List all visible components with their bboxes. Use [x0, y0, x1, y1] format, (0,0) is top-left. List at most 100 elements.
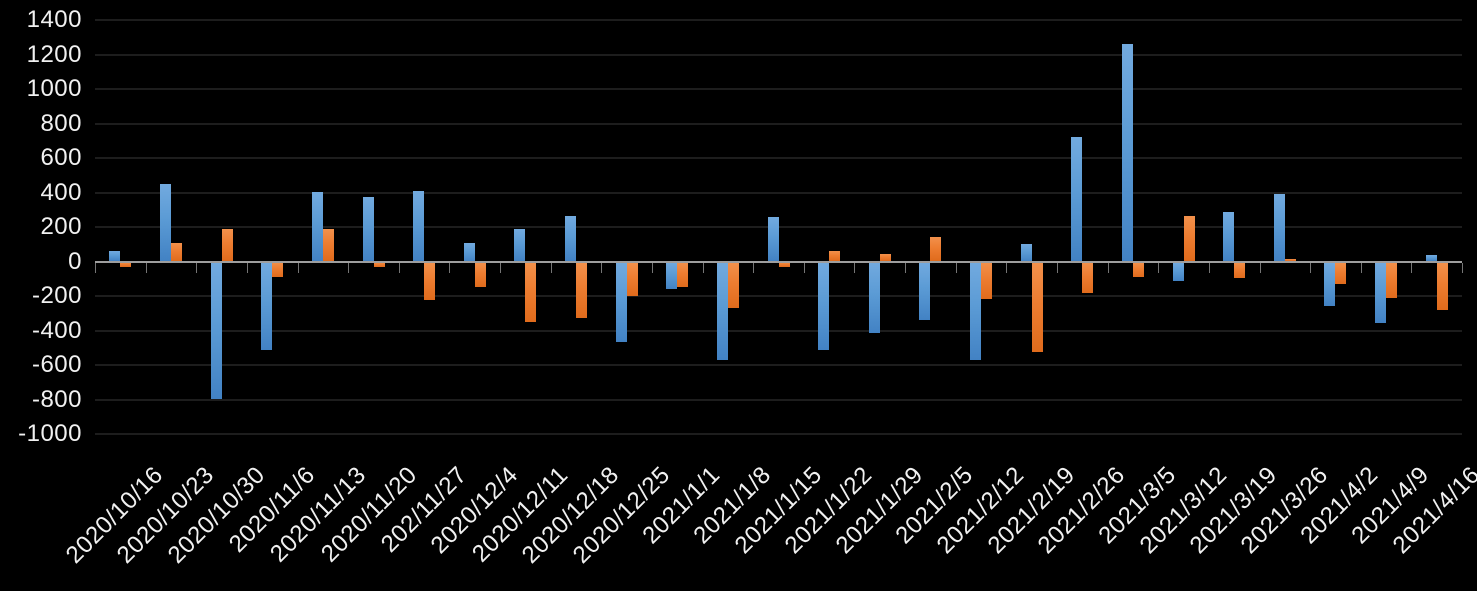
- axis-tick-mark: [601, 262, 603, 273]
- axis-tick-mark: [1310, 262, 1312, 273]
- bar-orange: [981, 261, 992, 299]
- axis-tick-mark: [1360, 262, 1362, 273]
- gridline: [95, 226, 1462, 228]
- axis-tick-mark: [702, 262, 704, 273]
- y-axis-label: -400: [31, 316, 82, 344]
- bar-orange: [626, 261, 638, 296]
- gridline: [95, 157, 1462, 159]
- axis-tick-mark: [500, 262, 501, 273]
- bar-orange: [727, 261, 739, 309]
- bar-blue: [1375, 261, 1387, 323]
- bar-orange: [1386, 261, 1398, 298]
- y-axis-label: -1000: [18, 420, 82, 447]
- bar-blue: [413, 190, 425, 262]
- axis-tick-mark: [905, 262, 907, 273]
- axis-tick-mark: [1158, 262, 1160, 273]
- axis-tick-mark: [803, 262, 805, 273]
- bar-orange: [930, 237, 942, 262]
- bar-blue: [818, 261, 830, 351]
- bar-orange: [322, 228, 334, 262]
- bar-blue: [1324, 261, 1336, 306]
- bar-blue: [210, 261, 222, 399]
- gridline: [95, 433, 1462, 435]
- bar-orange: [525, 261, 537, 322]
- bar-blue: [716, 261, 728, 360]
- bar-orange: [1436, 261, 1448, 310]
- axis-tick-mark: [1057, 262, 1058, 273]
- axis-tick-mark: [651, 262, 653, 273]
- axis-tick-mark: [449, 262, 451, 273]
- bar-orange: [1031, 261, 1043, 353]
- axis-tick-mark: [348, 262, 350, 273]
- bar-orange: [879, 253, 891, 262]
- gridline: [95, 88, 1462, 90]
- axis-tick-mark: [1259, 262, 1261, 273]
- bar-blue: [1425, 254, 1437, 262]
- y-axis-label: 0: [68, 247, 82, 275]
- bar-blue: [666, 261, 678, 290]
- bar-blue: [1273, 194, 1285, 262]
- y-axis-label: -200: [31, 282, 82, 309]
- bar-orange: [170, 243, 182, 262]
- bar-blue: [868, 261, 880, 334]
- bar-orange: [1132, 261, 1144, 277]
- y-axis-label: -600: [31, 351, 82, 378]
- bar-orange: [1183, 215, 1195, 262]
- bar-orange: [1335, 261, 1347, 284]
- axis-tick-mark: [145, 262, 147, 273]
- bar-orange: [1234, 261, 1246, 278]
- axis-tick-mark: [1462, 262, 1463, 273]
- bar-blue: [311, 191, 323, 262]
- bar-blue: [767, 216, 779, 262]
- y-axis-label: 1000: [26, 75, 82, 102]
- axis-tick-mark: [246, 262, 248, 273]
- gridline: [95, 364, 1462, 366]
- bar-blue: [1223, 212, 1235, 262]
- axis-tick-mark: [1107, 262, 1109, 273]
- bar-blue: [1020, 244, 1032, 262]
- bar-orange: [1082, 261, 1094, 294]
- bar-blue: [970, 261, 981, 360]
- bar-orange: [424, 261, 436, 301]
- bar-blue: [261, 261, 273, 350]
- bar-blue: [615, 261, 627, 342]
- bar-blue: [362, 196, 374, 262]
- axis-tick-mark: [753, 262, 755, 273]
- bar-orange: [677, 261, 689, 287]
- y-axis-label: 800: [40, 109, 82, 137]
- bar-orange: [221, 228, 233, 262]
- y-axis-label: 600: [40, 144, 82, 171]
- bar-orange: [778, 261, 790, 267]
- bar-orange: [576, 261, 587, 319]
- axis-tick-mark: [297, 262, 299, 273]
- y-axis-label: -800: [31, 385, 82, 413]
- axis-tick-mark: [196, 262, 198, 273]
- gridline: [95, 53, 1462, 56]
- axis-tick-mark: [1411, 262, 1413, 273]
- bar-blue: [1172, 261, 1184, 281]
- gridline: [95, 295, 1462, 297]
- axis-tick-mark: [95, 262, 96, 273]
- axis-tick-mark: [398, 262, 400, 273]
- axis-tick-mark: [550, 262, 552, 273]
- bar-blue: [565, 215, 576, 262]
- gridline: [95, 191, 1462, 194]
- bar-blue: [514, 228, 526, 262]
- bar-blue: [463, 242, 475, 262]
- bar-orange: [373, 261, 385, 267]
- bar-blue: [1071, 137, 1083, 262]
- bar-orange: [272, 261, 284, 277]
- bar-orange: [1284, 258, 1296, 262]
- x-axis-line: [95, 260, 1462, 263]
- y-axis-label: 1200: [26, 40, 82, 68]
- bar-blue: [1121, 44, 1133, 262]
- y-axis-label: 1400: [26, 6, 82, 33]
- gridline: [95, 398, 1462, 401]
- axis-tick-mark: [1208, 262, 1210, 273]
- axis-tick-mark: [955, 262, 957, 273]
- bar-orange: [120, 261, 132, 267]
- gridline: [95, 122, 1462, 125]
- bar-blue: [109, 251, 121, 262]
- axis-tick-mark: [1006, 262, 1008, 273]
